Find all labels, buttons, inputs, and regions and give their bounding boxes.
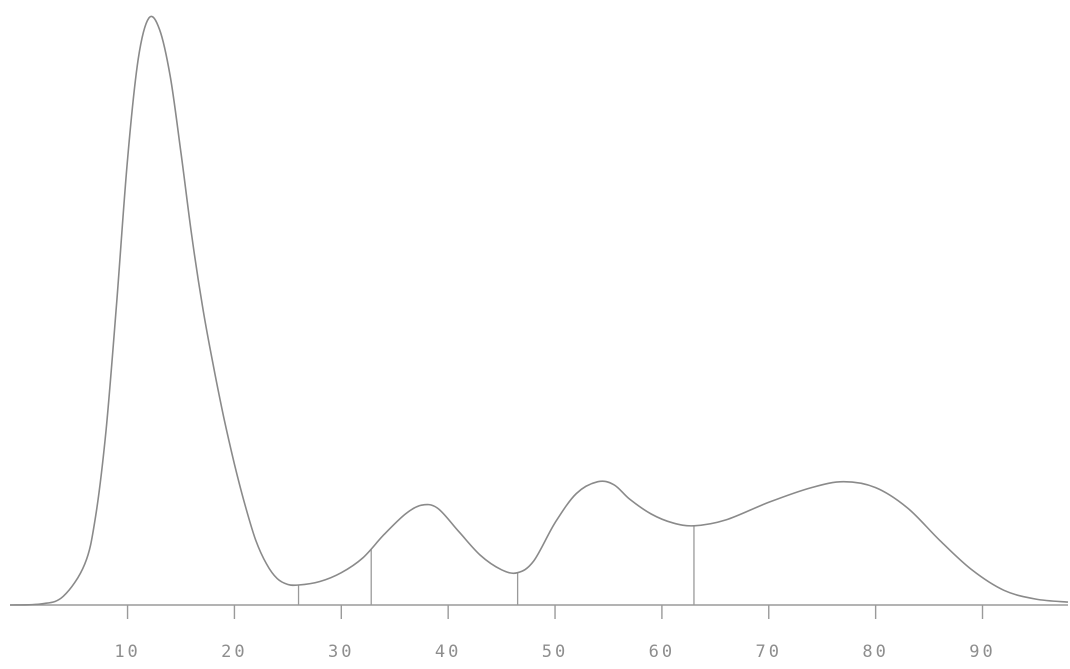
x-tick-label-90: 90 — [969, 642, 995, 662]
x-tick-label-60: 60 — [649, 642, 675, 662]
x-axis-ticks — [126, 605, 984, 619]
x-tick-label-80: 80 — [862, 642, 888, 662]
x-axis-tick-labels: 10 20 30 40 50 60 70 80 90 — [114, 642, 995, 662]
peak-dividers — [297, 525, 695, 605]
x-tick-label-70: 70 — [756, 642, 782, 662]
x-tick-label-30: 30 — [328, 642, 354, 662]
x-tick-label-40: 40 — [435, 642, 461, 662]
x-tick-label-10: 10 — [114, 642, 140, 662]
x-tick-label-20: 20 — [221, 642, 247, 662]
x-tick-label-50: 50 — [542, 642, 568, 662]
series-line — [9, 15, 1069, 606]
